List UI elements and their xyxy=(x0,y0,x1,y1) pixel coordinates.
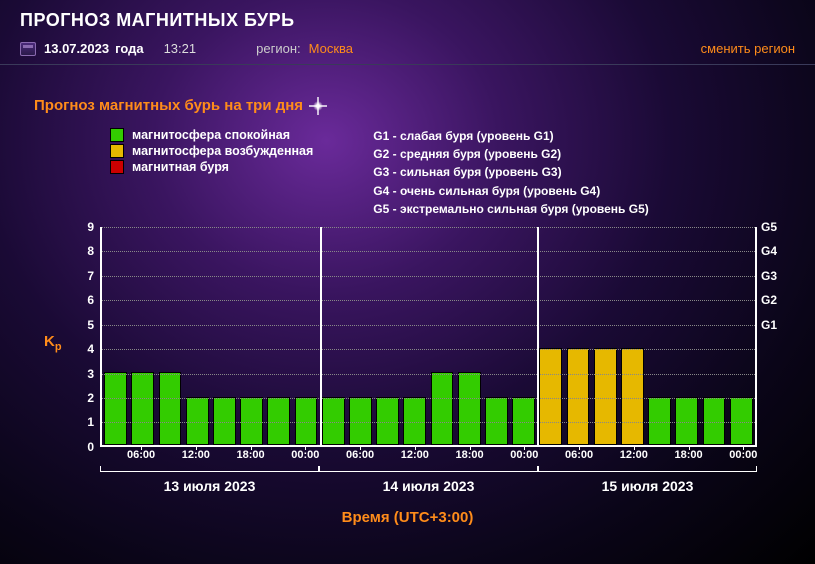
bar xyxy=(594,348,617,445)
gridline xyxy=(102,374,755,375)
g-tick: G3 xyxy=(761,269,777,283)
x-tick: 18:00 xyxy=(236,449,264,461)
gridline xyxy=(102,300,755,301)
bar xyxy=(322,397,345,445)
g-tick: G2 xyxy=(761,293,777,307)
calendar-icon xyxy=(20,42,36,56)
x-tick: 06:00 xyxy=(127,449,155,461)
gridline xyxy=(102,422,755,423)
bar xyxy=(403,397,426,445)
g-level-text: G3 - сильная буря (уровень G3) xyxy=(373,164,648,180)
bar xyxy=(131,372,154,445)
day-separator xyxy=(320,227,322,445)
region-label: регион: xyxy=(256,41,300,56)
g-level-text: G4 - очень сильная буря (уровень G4) xyxy=(373,183,648,199)
change-region-link[interactable]: сменить регион xyxy=(701,41,795,56)
g-tick: G4 xyxy=(761,244,777,258)
x-tick: 18:00 xyxy=(455,449,483,461)
legend-swatch xyxy=(110,144,124,158)
bar xyxy=(648,397,671,445)
legend-label: магнитосфера спокойная xyxy=(132,128,290,142)
y-tick: 0 xyxy=(87,440,94,454)
y-axis-label: Kp xyxy=(44,333,62,353)
year-word: года xyxy=(115,41,144,56)
subtitle: Прогноз магнитных бурь на три дня xyxy=(34,97,303,114)
y-tick: 5 xyxy=(87,318,94,332)
bar xyxy=(485,397,508,445)
x-tick: 12:00 xyxy=(182,449,210,461)
legend-label: магнитная буря xyxy=(132,160,229,174)
legend-swatch xyxy=(110,128,124,142)
day-label: 14 июля 2023 xyxy=(319,471,538,501)
g-tick: G5 xyxy=(761,220,777,234)
bar xyxy=(349,397,372,445)
bar xyxy=(159,372,182,445)
x-tick: 00:00 xyxy=(729,449,757,461)
gridline xyxy=(102,227,755,228)
x-tick: 00:00 xyxy=(291,449,319,461)
bar xyxy=(675,397,698,445)
bar xyxy=(431,372,454,445)
legend-item: магнитосфера возбужденная xyxy=(110,144,313,158)
bar xyxy=(703,397,726,445)
gridline xyxy=(102,251,755,252)
x-tick: 12:00 xyxy=(620,449,648,461)
x-tick: 06:00 xyxy=(565,449,593,461)
g-level-text: G2 - средняя буря (уровень G2) xyxy=(373,146,648,162)
legend-item: магнитная буря xyxy=(110,160,313,174)
bar xyxy=(458,372,481,445)
bar xyxy=(295,397,318,445)
day-separator xyxy=(537,227,539,445)
bar xyxy=(104,372,127,445)
bar xyxy=(240,397,263,445)
legend-swatch xyxy=(110,160,124,174)
bar xyxy=(186,397,209,445)
legend: магнитосфера спокойная магнитосфера возбу… xyxy=(0,120,815,221)
g-level-text: G5 - экстремально сильная буря (уровень … xyxy=(373,201,648,217)
bar xyxy=(267,397,290,445)
day-label: 15 июля 2023 xyxy=(538,471,757,501)
x-tick: 18:00 xyxy=(674,449,702,461)
page-title: ПРОГНОЗ МАГНИТНЫХ БУРЬ xyxy=(20,10,795,31)
bar xyxy=(512,397,535,445)
gridline xyxy=(102,349,755,350)
y-tick: 2 xyxy=(87,391,94,405)
info-row: 13.07.2023 года 13:21 регион: Москва сме… xyxy=(0,37,815,65)
x-tick: 12:00 xyxy=(401,449,429,461)
region-value: Москва xyxy=(309,41,353,56)
time-text: 13:21 xyxy=(164,41,197,56)
bar xyxy=(376,397,399,445)
gridline xyxy=(102,398,755,399)
y-tick: 9 xyxy=(87,220,94,234)
bar xyxy=(621,348,644,445)
bar xyxy=(567,348,590,445)
g-tick: G1 xyxy=(761,318,777,332)
star-icon xyxy=(313,101,323,111)
date-text: 13.07.2023 xyxy=(44,41,109,56)
y-tick: 3 xyxy=(87,367,94,381)
legend-label: магнитосфера возбужденная xyxy=(132,144,313,158)
gridline xyxy=(102,325,755,326)
y-tick: 1 xyxy=(87,415,94,429)
day-label: 13 июля 2023 xyxy=(100,471,319,501)
bar xyxy=(730,397,753,445)
y-tick: 6 xyxy=(87,293,94,307)
legend-item: магнитосфера спокойная xyxy=(110,128,313,142)
kp-chart: Kp 0123456789 G1G2G3G4G5 06:0012:0018:00… xyxy=(30,227,785,537)
x-axis-title: Время (UTC+3:00) xyxy=(30,509,785,526)
y-tick: 8 xyxy=(87,244,94,258)
g-level-text: G1 - слабая буря (уровень G1) xyxy=(373,128,648,144)
bar xyxy=(213,397,236,445)
y-tick: 4 xyxy=(87,342,94,356)
x-tick: 00:00 xyxy=(510,449,538,461)
bar xyxy=(539,348,562,445)
x-tick: 06:00 xyxy=(346,449,374,461)
y-tick: 7 xyxy=(87,269,94,283)
gridline xyxy=(102,276,755,277)
